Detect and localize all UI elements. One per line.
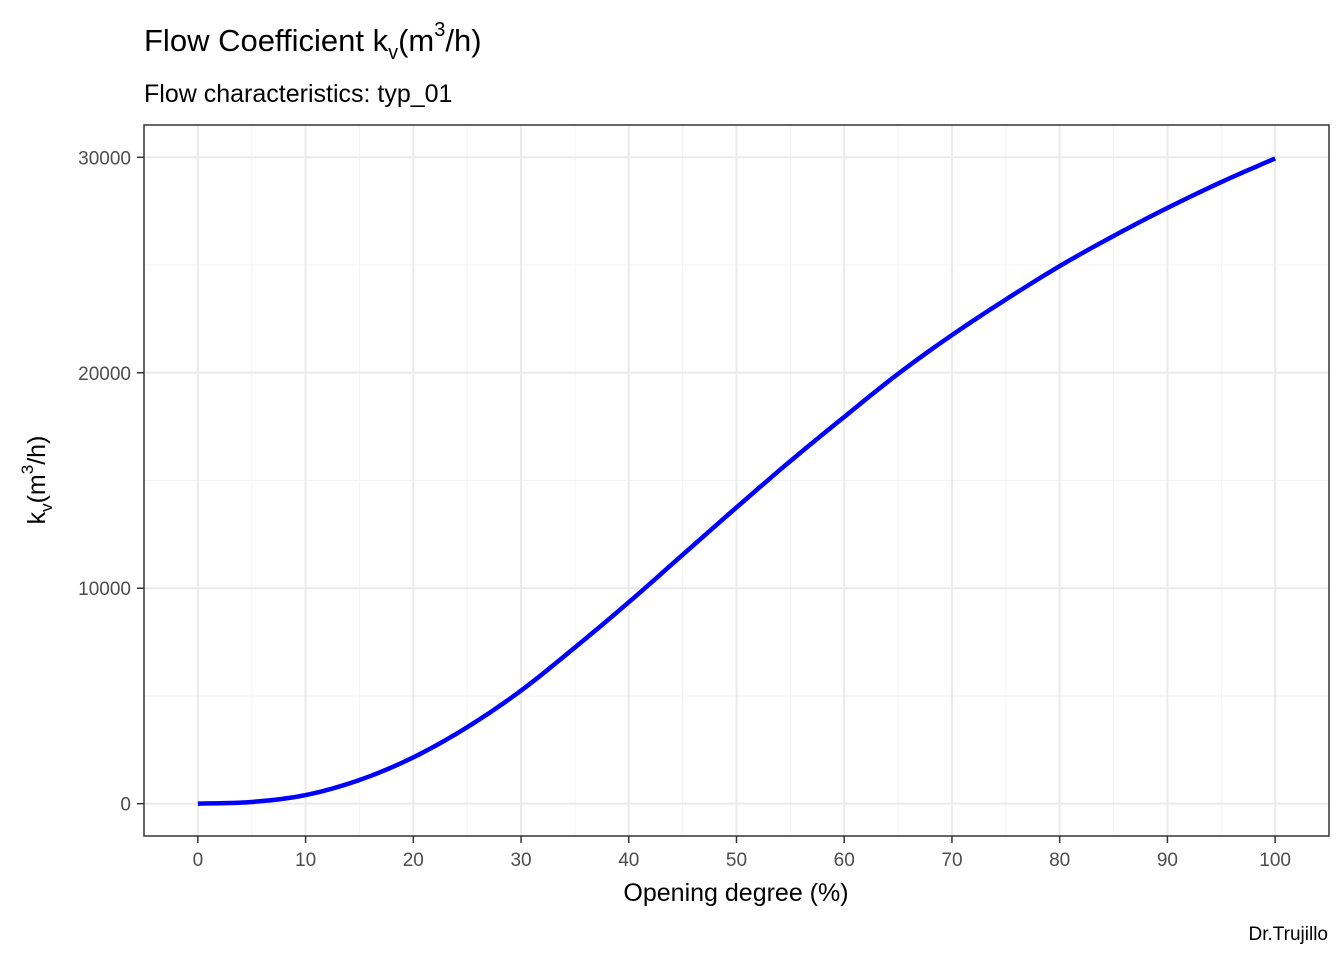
x-tick-label: 40 — [618, 850, 639, 871]
x-axis-title: Opening degree (%) — [623, 879, 848, 907]
x-tick-label: 30 — [510, 850, 531, 871]
series-layer — [197, 156, 1277, 806]
x-tick-label: 90 — [1157, 850, 1178, 871]
axis-ticks: 0 10 20 30 40 50 60 70 80 90 100 0 10000 20000 30000 — [78, 148, 1291, 871]
series-line — [197, 156, 1277, 806]
y-tick-label: 10000 — [78, 579, 131, 600]
chart-caption: Dr.Trujillo — [1248, 924, 1328, 945]
x-tick-label: 20 — [403, 850, 424, 871]
y-tick-label: 20000 — [78, 364, 131, 385]
y-axis-title: kv(m3/h) — [18, 436, 56, 525]
chart-subtitle: Flow characteristics: typ_01 — [144, 80, 452, 108]
x-tick-label: 80 — [1049, 850, 1070, 871]
major-gridlines — [144, 125, 1329, 836]
x-tick-label: 10 — [295, 850, 316, 871]
y-tick-label: 30000 — [78, 148, 131, 169]
x-tick-label: 60 — [834, 850, 855, 871]
x-tick-label: 50 — [726, 850, 747, 871]
y-tick-label: 0 — [120, 795, 131, 816]
x-tick-label: 100 — [1259, 850, 1291, 871]
x-tick-label: 0 — [193, 850, 204, 871]
chart-title: Flow Coefficient kv(m3/h) — [144, 19, 482, 64]
x-tick-label: 70 — [941, 850, 962, 871]
